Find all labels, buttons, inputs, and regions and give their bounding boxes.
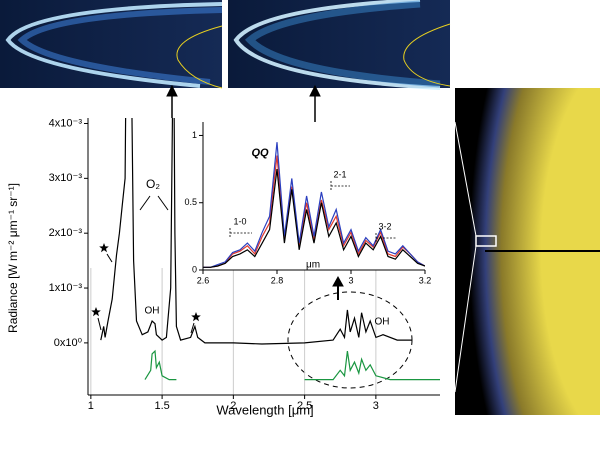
inset-background [203,122,425,270]
annotation: O₂ [146,177,160,191]
x-tick-label: 3 [348,275,353,285]
x-tick-label: 1 [88,400,94,412]
y-tick-label: 0.5 [184,197,197,207]
x-tick-label: 2.6 [197,275,210,285]
x-tick-label: 3 [373,400,379,412]
x-tick-label: 2 [230,400,236,412]
y-tick-label: 0x10⁰ [54,337,83,349]
transition-arrows [229,181,396,243]
y-tick-label: 4x10⁻³ [49,117,83,129]
annotation: 3-2 [378,221,391,231]
series-line [203,142,425,268]
x-tick-label: 3.2 [419,275,432,285]
x-tick-label: 2.8 [271,275,284,285]
y-tick-label: 1 [192,130,197,140]
annotation: OH [145,306,160,317]
y-axis-label: Radiance [W m⁻² μm⁻¹ sr⁻¹] [6,183,20,333]
x-axis-label: Wavelength [μm] [216,402,313,417]
annotation: QQ [251,147,269,159]
highlight-ellipse [287,291,413,389]
x-tick-label: 2.5 [297,400,312,412]
annotation: 2-1 [333,169,346,179]
main-chart: 1 1.5 2 2.5 3 0x10⁰ 1x10⁻³ 2x10⁻³ 3x10⁻³ 4x10⁻³ [49,117,440,412]
image-planet [454,88,600,415]
inset-chart: 2.6 2.8 3 3.2 0 0.5 1 [184,122,431,285]
y-tick-label: 3x10⁻³ [49,172,83,184]
y-tick-label: 2x10⁻³ [49,227,83,239]
series-line [100,118,412,345]
annotation: OH [375,317,390,328]
image-left [0,0,223,89]
y-tick-label: 0 [192,264,197,274]
y-tick-label: 1x10⁻³ [49,282,83,294]
x-tick-label: 1.5 [154,400,169,412]
inset-x-label: μm [306,260,320,271]
series-line [144,349,440,381]
image-middle [228,0,451,90]
series-line [203,169,425,268]
annotation: 1-0 [233,216,246,226]
star-arrows [97,195,195,334]
